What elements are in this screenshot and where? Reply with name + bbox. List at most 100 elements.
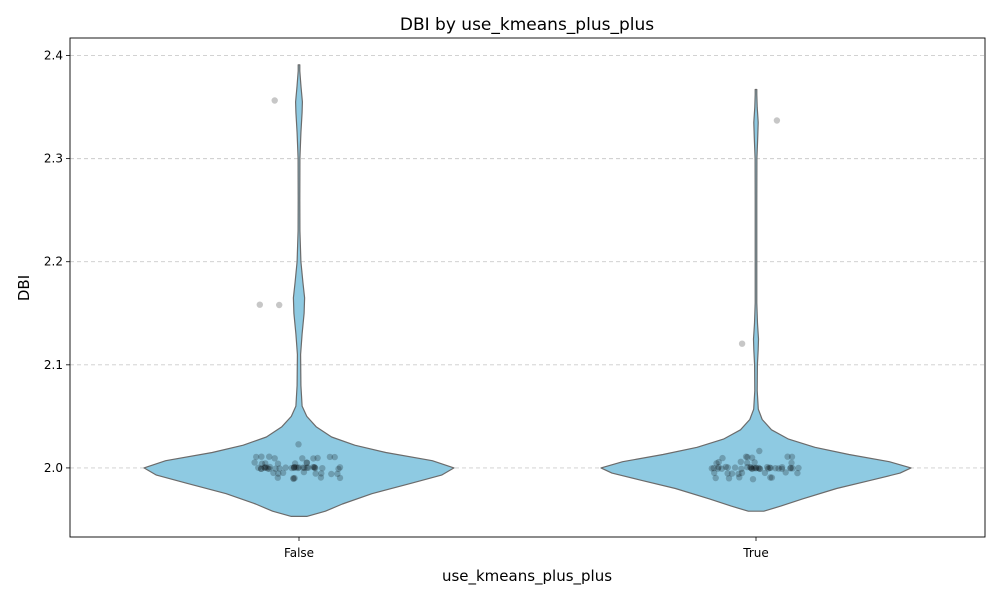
data-point-false <box>291 460 299 467</box>
data-point-true <box>711 469 718 477</box>
data-point-false <box>264 465 271 472</box>
data-point-false <box>291 463 298 471</box>
y-axis-ticks: 2.0 2.1 2.2 2.3 2.4 <box>44 49 70 475</box>
data-point-true <box>756 447 763 455</box>
data-point-true <box>747 463 754 471</box>
data-point-true <box>738 340 746 347</box>
data-point-true <box>747 464 754 471</box>
data-point-true <box>795 464 802 472</box>
plot-frame <box>69 37 986 538</box>
data-point-true <box>766 464 773 471</box>
data-point-false <box>257 465 265 472</box>
data-point-false <box>300 468 308 476</box>
x-axis-ticks: False True <box>284 537 769 560</box>
data-point-false <box>270 469 277 477</box>
data-point-true <box>756 465 764 473</box>
data-point-true <box>767 474 774 481</box>
data-point-true <box>788 459 795 467</box>
data-point-false <box>301 464 308 472</box>
data-point-false <box>261 464 268 471</box>
data-point-true <box>765 465 772 472</box>
data-point-true <box>736 474 743 481</box>
violin-false <box>143 64 455 517</box>
data-point-true <box>744 463 751 471</box>
data-point-false <box>275 470 282 477</box>
data-point-true <box>768 474 776 481</box>
y-tick-label: 2.2 <box>44 255 63 269</box>
data-point-false <box>258 460 266 467</box>
data-point-false <box>282 464 289 471</box>
data-point-true <box>718 465 725 472</box>
data-point-true <box>722 463 729 471</box>
data-point-false <box>261 464 269 471</box>
data-point-true <box>794 469 801 477</box>
data-point-true <box>748 465 755 472</box>
data-point-false <box>294 464 302 472</box>
data-point-true <box>738 465 745 472</box>
y-gridlines <box>70 55 985 469</box>
data-point-false <box>312 465 319 472</box>
data-point-true <box>724 470 731 477</box>
y-tick-label: 2.4 <box>44 49 63 63</box>
data-point-false <box>290 475 297 483</box>
data-point-false <box>266 465 273 473</box>
data-point-false <box>310 463 317 471</box>
data-point-false <box>263 464 270 471</box>
data-point-true <box>715 458 722 466</box>
data-point-true <box>749 465 756 473</box>
data-point-true <box>728 470 736 477</box>
data-point-false <box>305 464 312 471</box>
data-point-false <box>318 470 325 477</box>
data-point-false <box>319 465 326 472</box>
data-point-false <box>258 465 265 472</box>
data-point-true <box>725 475 733 482</box>
data-point-true <box>772 465 779 472</box>
data-point-true <box>715 463 722 471</box>
data-point-false <box>288 464 295 472</box>
data-point-false <box>303 464 311 471</box>
data-point-false <box>262 460 269 467</box>
data-point-true <box>775 465 782 472</box>
data-point-true <box>782 469 789 476</box>
data-point-false <box>291 474 298 482</box>
data-point-false <box>303 459 310 466</box>
data-point-false <box>317 474 325 481</box>
data-point-false <box>300 464 307 471</box>
data-point-true <box>749 476 757 483</box>
data-point-true <box>750 464 758 471</box>
data-point-true <box>778 465 786 472</box>
data-point-true <box>753 464 760 471</box>
data-point-true <box>724 464 731 471</box>
data-point-true <box>751 459 758 466</box>
data-point-false <box>310 455 317 462</box>
x-axis-label: use_kmeans_plus_plus <box>442 567 612 586</box>
data-point-true <box>764 463 771 471</box>
data-point-false <box>295 441 302 448</box>
data-point-false <box>334 470 341 477</box>
x-tick-label-false: False <box>284 546 314 560</box>
data-point-false <box>251 459 258 466</box>
data-point-true <box>713 460 720 467</box>
data-point-true <box>719 454 726 462</box>
data-point-true <box>787 464 794 471</box>
data-point-false <box>290 475 297 482</box>
data-point-true <box>738 469 746 477</box>
data-point-true <box>737 458 744 465</box>
data-point-true <box>755 464 762 471</box>
strip-points <box>251 97 802 483</box>
data-point-true <box>742 453 750 460</box>
y-tick-label: 2.0 <box>44 461 63 475</box>
data-point-true <box>788 453 796 460</box>
data-point-false <box>276 465 283 472</box>
data-point-true <box>773 117 781 124</box>
data-point-false <box>266 463 274 471</box>
data-point-false <box>293 464 300 471</box>
data-point-true <box>710 464 717 472</box>
data-point-true <box>784 453 791 460</box>
data-point-false <box>326 453 334 461</box>
data-point-true <box>714 465 722 472</box>
data-point-false <box>336 464 344 471</box>
data-point-false <box>274 474 281 481</box>
data-point-false <box>271 455 278 462</box>
